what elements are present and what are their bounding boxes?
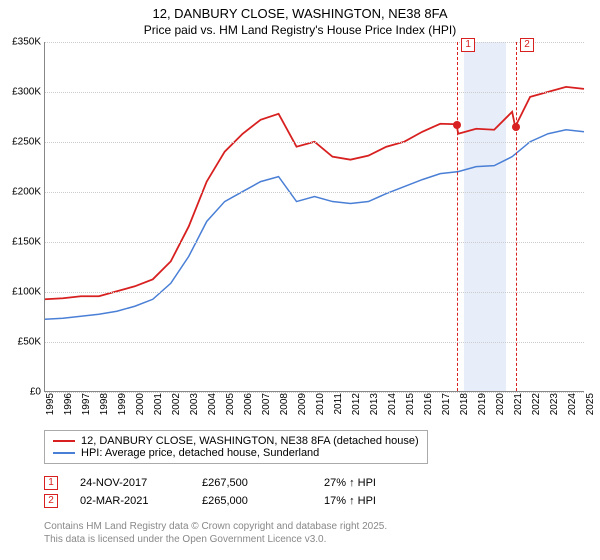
legend-swatch bbox=[53, 440, 75, 442]
x-tick-label: 2008 bbox=[279, 391, 290, 415]
y-tick-label: £250K bbox=[12, 137, 45, 148]
legend-row: HPI: Average price, detached house, Sund… bbox=[53, 447, 419, 459]
event-vline bbox=[516, 42, 517, 391]
sale-badge: 1 bbox=[44, 476, 58, 490]
x-tick-label: 2023 bbox=[549, 391, 560, 415]
title-line2: Price paid vs. HM Land Registry's House … bbox=[0, 23, 600, 37]
x-tick-label: 2011 bbox=[333, 391, 344, 415]
x-tick-label: 2024 bbox=[567, 391, 578, 415]
chart-area: £0£50K£100K£150K£200K£250K£300K£350K1995… bbox=[44, 42, 584, 392]
x-tick-label: 2016 bbox=[423, 391, 434, 415]
series-hpi bbox=[45, 130, 584, 319]
x-tick-label: 2018 bbox=[459, 391, 470, 415]
x-tick-label: 2007 bbox=[261, 391, 272, 415]
x-tick-label: 2003 bbox=[189, 391, 200, 415]
event-vline bbox=[457, 42, 458, 391]
chart-title: 12, DANBURY CLOSE, WASHINGTON, NE38 8FA … bbox=[0, 0, 600, 37]
x-tick-label: 2012 bbox=[351, 391, 362, 415]
x-tick-label: 2001 bbox=[153, 391, 164, 415]
x-tick-label: 2004 bbox=[207, 391, 218, 415]
series-price_paid bbox=[45, 87, 584, 299]
legend-row: 12, DANBURY CLOSE, WASHINGTON, NE38 8FA … bbox=[53, 435, 419, 447]
y-tick-label: £300K bbox=[12, 87, 45, 98]
x-tick-label: 2005 bbox=[225, 391, 236, 415]
title-line1: 12, DANBURY CLOSE, WASHINGTON, NE38 8FA bbox=[0, 6, 600, 21]
sale-price: £265,000 bbox=[202, 495, 302, 507]
footer-note: Contains HM Land Registry data © Crown c… bbox=[44, 520, 387, 546]
x-tick-label: 2017 bbox=[441, 391, 452, 415]
marker-dot bbox=[512, 123, 520, 131]
gridline bbox=[45, 92, 584, 93]
gridline bbox=[45, 242, 584, 243]
y-tick-label: £350K bbox=[12, 37, 45, 48]
sale-row: 1 24-NOV-2017 £267,500 27% ↑ HPI bbox=[44, 476, 424, 490]
x-tick-label: 2006 bbox=[243, 391, 254, 415]
legend-swatch bbox=[53, 452, 75, 454]
y-tick-label: £0 bbox=[30, 387, 45, 398]
footer-line1: Contains HM Land Registry data © Crown c… bbox=[44, 520, 387, 533]
sale-diff: 17% ↑ HPI bbox=[324, 495, 424, 507]
x-tick-label: 2009 bbox=[297, 391, 308, 415]
gridline bbox=[45, 292, 584, 293]
sale-date: 24-NOV-2017 bbox=[80, 477, 180, 489]
x-tick-label: 2000 bbox=[135, 391, 146, 415]
footer-line2: This data is licensed under the Open Gov… bbox=[44, 533, 387, 546]
gridline bbox=[45, 142, 584, 143]
gridline bbox=[45, 42, 584, 43]
x-tick-label: 2014 bbox=[387, 391, 398, 415]
x-tick-label: 2022 bbox=[531, 391, 542, 415]
x-tick-label: 1999 bbox=[117, 391, 128, 415]
legend: 12, DANBURY CLOSE, WASHINGTON, NE38 8FA … bbox=[44, 430, 428, 464]
x-tick-label: 1996 bbox=[63, 391, 74, 415]
sale-diff: 27% ↑ HPI bbox=[324, 477, 424, 489]
plot: £0£50K£100K£150K£200K£250K£300K£350K1995… bbox=[44, 42, 584, 392]
sale-row: 2 02-MAR-2021 £265,000 17% ↑ HPI bbox=[44, 494, 424, 508]
sale-price: £267,500 bbox=[202, 477, 302, 489]
x-tick-label: 2013 bbox=[369, 391, 380, 415]
legend-label: 12, DANBURY CLOSE, WASHINGTON, NE38 8FA … bbox=[81, 435, 419, 447]
line-svg bbox=[45, 42, 584, 391]
y-tick-label: £100K bbox=[12, 287, 45, 298]
marker-dot bbox=[453, 121, 461, 129]
y-tick-label: £50K bbox=[18, 337, 45, 348]
event-badge: 1 bbox=[461, 38, 475, 52]
legend-label: HPI: Average price, detached house, Sund… bbox=[81, 447, 319, 459]
x-tick-label: 2020 bbox=[495, 391, 506, 415]
x-tick-label: 1998 bbox=[99, 391, 110, 415]
x-tick-label: 2015 bbox=[405, 391, 416, 415]
sales-list: 1 24-NOV-2017 £267,500 27% ↑ HPI 2 02-MAR-202… bbox=[44, 476, 424, 512]
gridline bbox=[45, 342, 584, 343]
x-tick-label: 2010 bbox=[315, 391, 326, 415]
y-tick-label: £150K bbox=[12, 237, 45, 248]
x-tick-label: 1995 bbox=[45, 391, 56, 415]
x-tick-label: 2025 bbox=[585, 391, 596, 415]
sale-badge: 2 bbox=[44, 494, 58, 508]
x-tick-label: 2019 bbox=[477, 391, 488, 415]
x-tick-label: 2002 bbox=[171, 391, 182, 415]
y-tick-label: £200K bbox=[12, 187, 45, 198]
x-tick-label: 1997 bbox=[81, 391, 92, 415]
event-badge: 2 bbox=[520, 38, 534, 52]
sale-date: 02-MAR-2021 bbox=[80, 495, 180, 507]
gridline bbox=[45, 192, 584, 193]
x-tick-label: 2021 bbox=[513, 391, 524, 415]
